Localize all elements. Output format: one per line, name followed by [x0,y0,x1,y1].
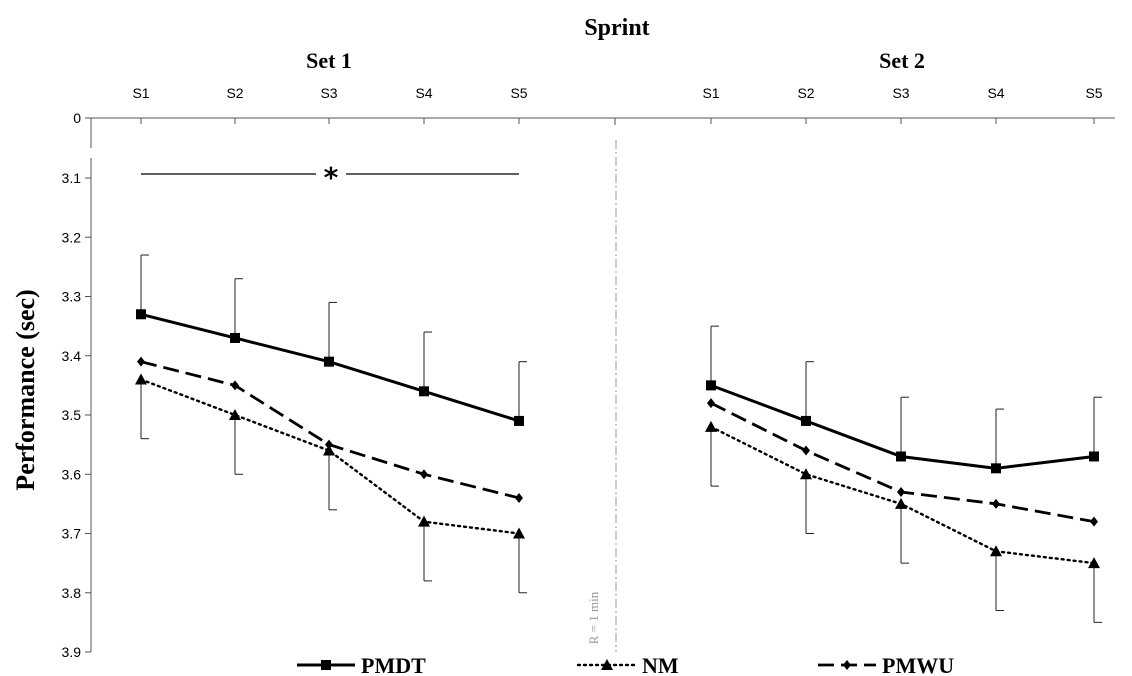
legend-marker-pmwu [843,660,851,670]
data-point-pmwu [325,439,333,450]
legend-label-pmdt: PMDT [361,653,426,676]
x-tick-label: S5 [1085,85,1102,101]
data-point-pmwu [231,380,239,391]
data-point-nm [895,497,907,509]
series-line-pmdt [140,312,520,423]
data-point-pmwu [420,469,428,480]
y-tick-label: 3.6 [62,466,82,482]
data-point-pmdt [419,386,429,397]
x-tick-label: S1 [702,85,719,101]
data-point-nm [1088,557,1100,569]
data-point-pmwu [515,492,523,503]
data-point-pmdt [991,463,1001,474]
data-point-pmwu [137,356,145,367]
legend-marker-pmdt [321,660,331,670]
data-point-pmdt [801,415,811,426]
data-point-pmwu [1090,516,1098,527]
axes-layer: 0 3.1 3.2 3.3 3.4 3.5 3.6 3.7 3.8 3.9 Set 1 S1 S2 S3 S… [62,48,1115,660]
data-point-nm [135,373,147,385]
data-point-pmdt [1089,451,1099,462]
x-tick-label: S4 [415,85,432,101]
x-tick-label: S2 [226,85,243,101]
y-tick-label: 3.1 [62,170,82,186]
legend-marker-nm [601,659,613,670]
x-tick-label: S3 [320,85,337,101]
y-tick-label: 3.7 [62,526,82,542]
data-point-pmdt [896,451,906,462]
chart-title: Sprint [584,15,649,41]
legend-label-pmwu: PMWU [882,653,954,676]
data-point-nm [229,409,241,420]
legend: PMDT NM PMWU [297,653,954,676]
y-tick-label: 3.4 [62,348,82,364]
data-point-nm [800,468,812,480]
data-point-nm [513,527,525,539]
series-lines-layer [139,312,1096,565]
data-point-pmdt [230,332,240,343]
set-header: Set 1 [306,48,352,73]
y-tick-label: 3.2 [62,229,82,245]
data-point-pmwu [992,498,1000,509]
y-tick-label: 3.3 [62,289,82,305]
data-point-nm [418,515,430,527]
y-axis-label: Performance (sec) [11,289,40,490]
y-tick-label: 3.5 [62,407,82,423]
data-point-pmdt [514,415,524,426]
y-tick-label: 3.8 [62,585,82,601]
x-tick-label: S4 [987,85,1004,101]
markers-layer [135,309,1100,569]
legend-label-nm: NM [642,653,679,676]
errorbars-layer [140,254,1102,623]
data-point-pmdt [324,356,334,367]
y-tick-label: 3.9 [62,644,82,660]
data-point-nm [323,444,335,456]
data-point-nm [990,545,1002,557]
data-point-pmdt [706,380,716,391]
x-tick-label: S1 [132,85,149,101]
x-tick-label: S5 [510,85,527,101]
data-point-pmwu [707,398,715,409]
significance-star: * [324,161,339,194]
set-header: Set 2 [879,48,925,73]
x-tick-label: S2 [797,85,814,101]
data-point-pmwu [897,487,905,498]
data-point-nm [705,420,717,432]
x-tick-label: S3 [892,85,909,101]
y-tick-label: 0 [73,110,81,126]
data-point-pmwu [802,445,810,456]
rest-label: R = 1 min [586,591,601,644]
data-point-pmdt [136,309,146,320]
series-line-pmwu [140,360,520,500]
